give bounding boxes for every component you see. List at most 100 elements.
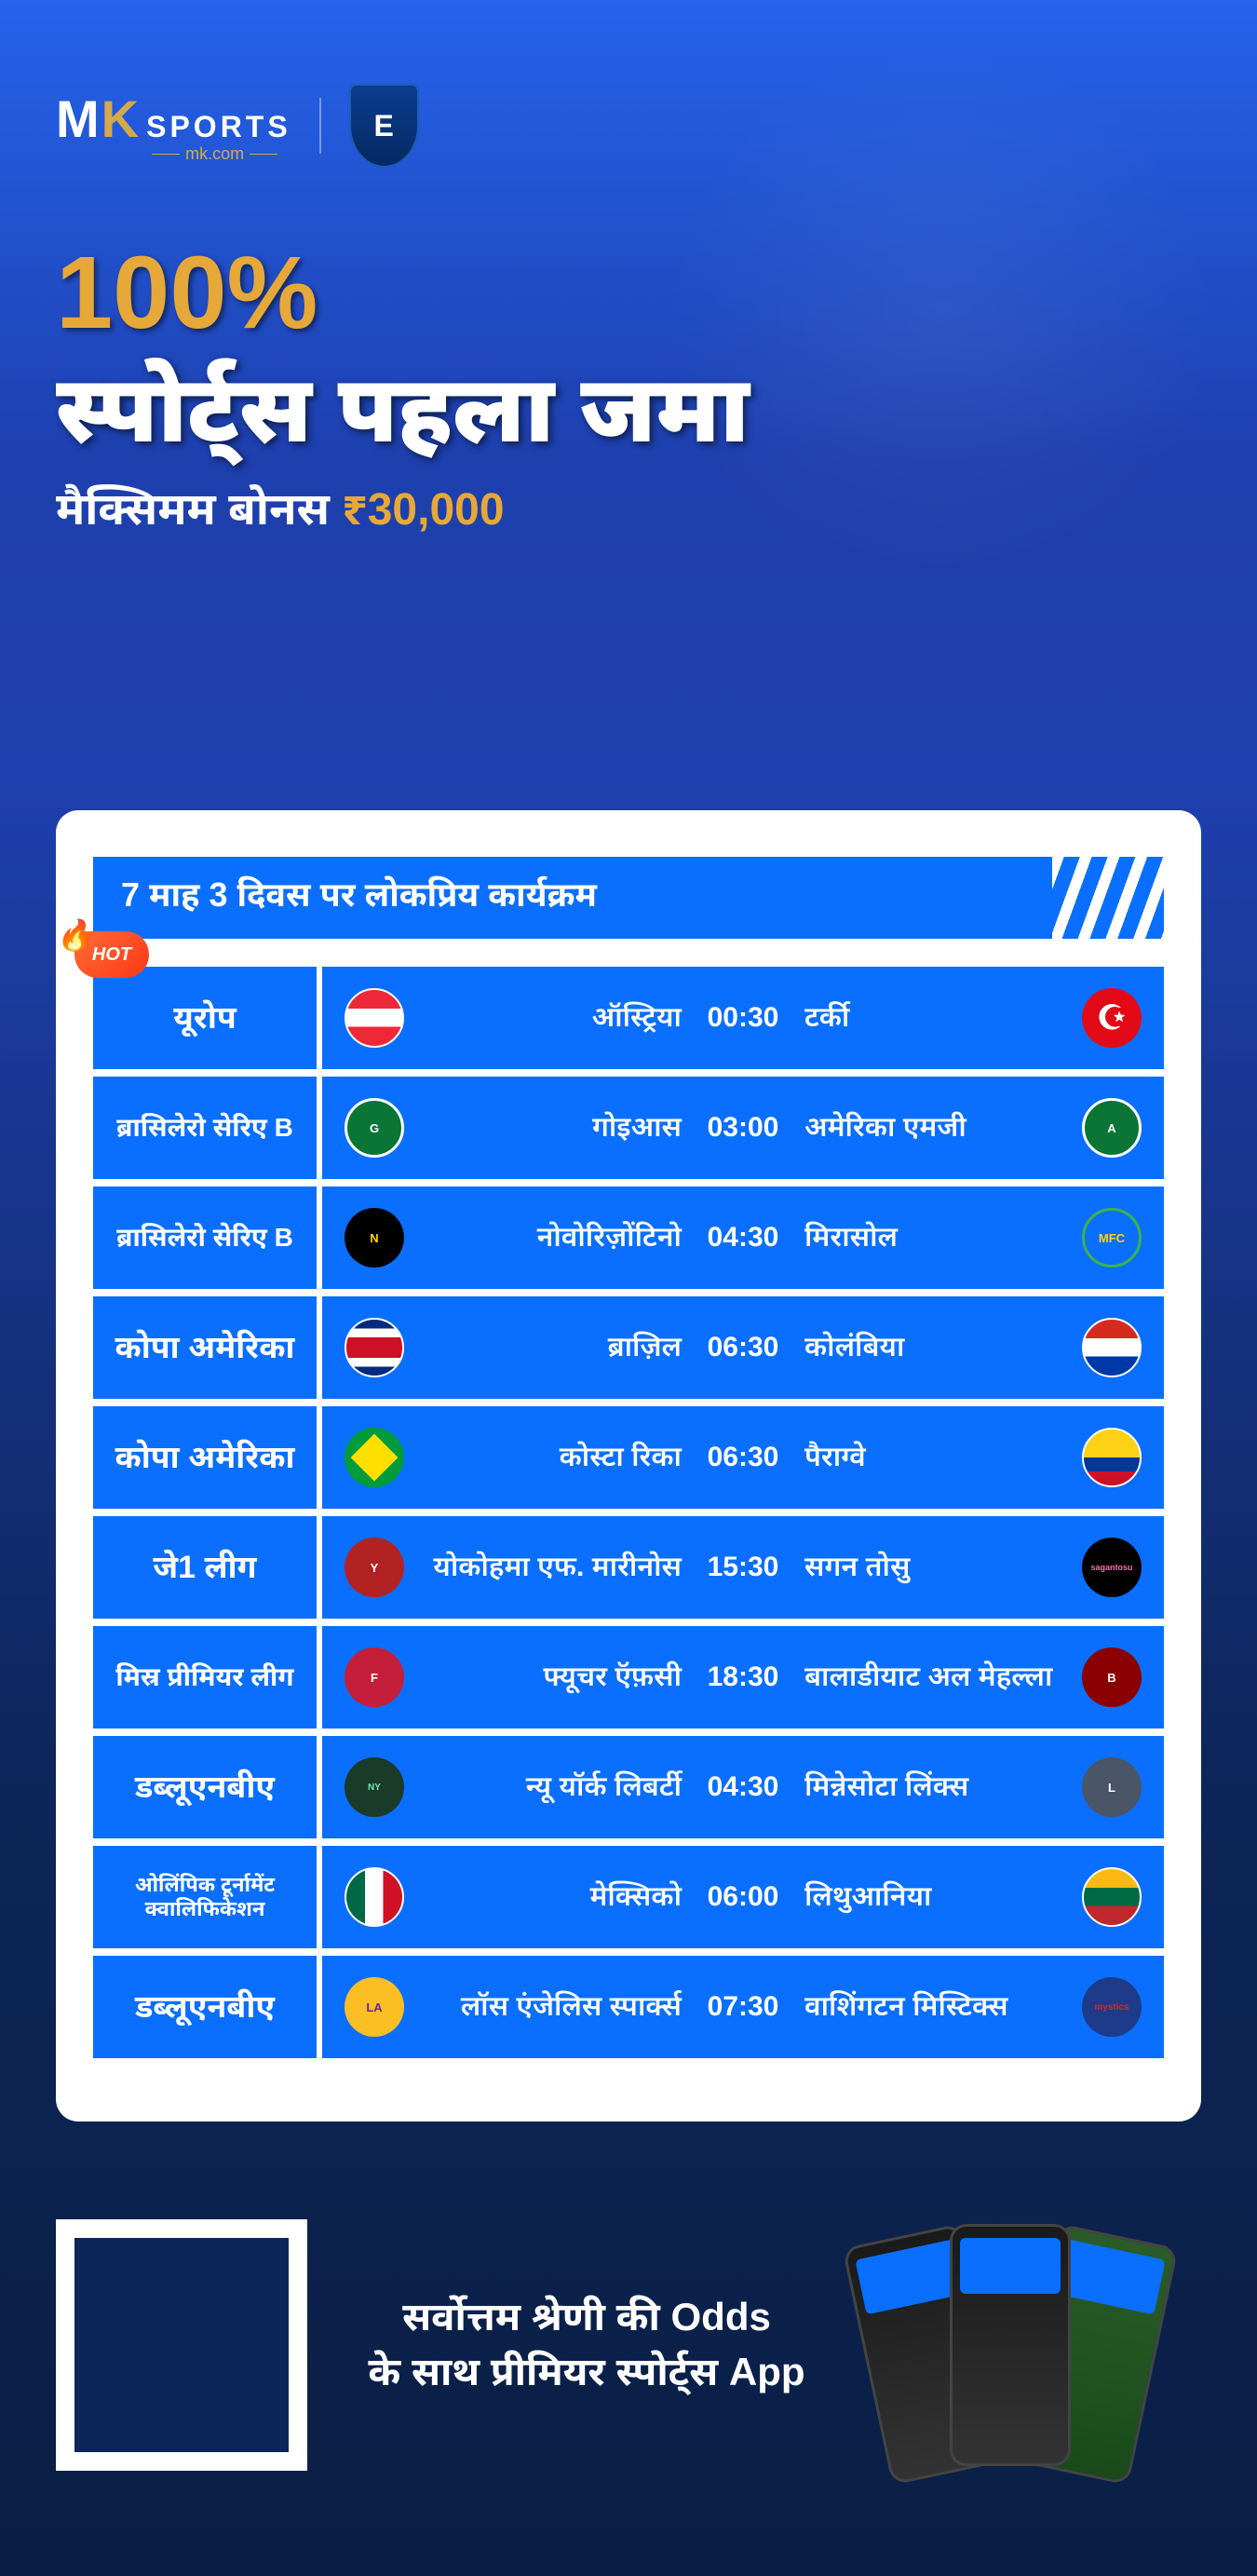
match-row[interactable]: ब्रासिलेरो सेरिए B N नोवोरिज़ोंटिनो 04:3… <box>93 1186 1164 1289</box>
match-time: 03:00 <box>696 1112 790 1144</box>
match-time: 04:30 <box>696 1222 790 1254</box>
league-name: कोपा अमेरिका <box>93 1296 317 1399</box>
away-team-name: कोलंबिया <box>804 1332 1067 1364</box>
home-team-logo <box>345 988 404 1048</box>
match-time: 06:30 <box>696 1442 790 1473</box>
home-team-logo <box>345 1428 404 1487</box>
home-team-logo <box>345 1318 404 1377</box>
match-row[interactable]: जे1 लीग Y योकोहमा एफ. मारीनोस 15:30 सगन … <box>93 1516 1164 1619</box>
away-team-logo <box>1082 988 1142 1048</box>
match-details[interactable]: G गोइआस 03:00 अमेरिका एमजी A <box>322 1077 1164 1179</box>
home-team-name: योकोहमा एफ. मारीनोस <box>419 1552 682 1584</box>
match-details[interactable]: NY न्यू यॉर्क लिबर्टी 04:30 मिन्नेसोटा ल… <box>322 1736 1164 1838</box>
qr-code[interactable] <box>56 2219 307 2471</box>
match-time: 18:30 <box>696 1661 790 1693</box>
mk-sports-logo[interactable]: MK SPORTS mk.com <box>56 88 291 164</box>
match-row[interactable]: ब्रासिलेरो सेरिए B G गोइआस 03:00 अमेरिका… <box>93 1077 1164 1179</box>
away-team-name: वाशिंगटन मिस्टिक्स <box>804 1991 1067 2024</box>
away-team-logo: L <box>1082 1757 1142 1817</box>
match-time: 06:30 <box>696 1332 790 1363</box>
match-details[interactable]: मेक्सिको 06:00 लिथुआनिया <box>322 1846 1164 1948</box>
home-team-logo: LA <box>345 1977 404 2037</box>
away-team-logo <box>1082 1318 1142 1377</box>
matches-list: यूरोप ऑस्ट्रिया 00:30 टर्की ब्रासिलेरो स… <box>93 967 1164 2058</box>
footer-section: सर्वोत्तम श्रेणी की Odds के साथ प्रीमियर… <box>56 2215 1201 2569</box>
league-name: मिस्र प्रीमियर लीग <box>93 1626 317 1729</box>
match-details[interactable]: N नोवोरिज़ोंटिनो 04:30 मिरासोल MFC <box>322 1186 1164 1289</box>
match-row[interactable]: कोपा अमेरिका कोस्टा रिका 06:30 पैराग्वे <box>93 1406 1164 1509</box>
match-details[interactable]: कोस्टा रिका 06:30 पैराग्वे <box>322 1406 1164 1509</box>
away-team-logo: mystics <box>1082 1977 1142 2037</box>
promo-sub-prefix: मैक्सिमम बोनस <box>56 485 342 535</box>
logo-m: M <box>56 89 101 148</box>
away-team-name: बालाडीयाट अल मेहल्ला <box>804 1661 1067 1694</box>
match-details[interactable]: Y योकोहमा एफ. मारीनोस 15:30 सगन तोसु sag… <box>322 1516 1164 1619</box>
home-team-name: मेक्सिको <box>419 1881 682 1914</box>
away-team-logo: MFC <box>1082 1208 1142 1268</box>
league-name: यूरोप <box>93 967 317 1069</box>
footer-line2: के साथ प्रीमियर स्पोर्ट्स App <box>363 2345 810 2400</box>
match-row[interactable]: मिस्र प्रीमियर लीग F फ्यूचर ऍफ़सी 18:30 … <box>93 1626 1164 1729</box>
league-name: डब्लूएनबीए <box>93 1736 317 1838</box>
away-team-name: सगन तोसु <box>804 1552 1067 1584</box>
app-preview-phones[interactable] <box>866 2215 1201 2475</box>
match-row[interactable]: डब्लूएनबीए NY न्यू यॉर्क लिबर्टी 04:30 म… <box>93 1736 1164 1838</box>
match-row[interactable]: ओलिंपिक टूर्नामेंट क्वालिफिकेशन मेक्सिको… <box>93 1846 1164 1948</box>
match-details[interactable]: ऑस्ट्रिया 00:30 टर्की <box>322 967 1164 1069</box>
home-team-logo: NY <box>345 1757 404 1817</box>
away-team-name: अमेरिका एमजी <box>804 1112 1067 1145</box>
match-time: 07:30 <box>696 1991 790 2023</box>
league-name: कोपा अमेरिका <box>93 1406 317 1509</box>
match-details[interactable]: LA लॉस एंजेलिस स्पार्क्स 07:30 वाशिंगटन … <box>322 1956 1164 2058</box>
logo-site-text: mk.com <box>146 144 291 164</box>
promo-amount: ₹30,000 <box>342 485 504 535</box>
home-team-name: न्यू यॉर्क लिबर्टी <box>419 1771 682 1804</box>
match-time: 15:30 <box>696 1552 790 1583</box>
phone-mockup-2 <box>950 2224 1071 2466</box>
league-name: ब्रासिलेरो सेरिए B <box>93 1077 317 1179</box>
match-details[interactable]: ब्राज़िल 06:30 कोलंबिया <box>322 1296 1164 1399</box>
away-team-logo: A <box>1082 1098 1142 1158</box>
match-time: 00:30 <box>696 1002 790 1034</box>
match-row[interactable]: डब्लूएनबीए LA लॉस एंजेलिस स्पार्क्स 07:3… <box>93 1956 1164 2058</box>
qr-inner <box>74 2238 289 2452</box>
home-team-logo: Y <box>345 1538 404 1597</box>
logo-k: K <box>101 89 141 148</box>
home-team-logo <box>345 1867 404 1927</box>
away-team-logo: sagantosu <box>1082 1538 1142 1597</box>
match-time: 04:30 <box>696 1771 790 1803</box>
away-team-logo: B <box>1082 1647 1142 1707</box>
match-row[interactable]: कोपा अमेरिका ब्राज़िल 06:30 कोलंबिया <box>93 1296 1164 1399</box>
match-row[interactable]: यूरोप ऑस्ट्रिया 00:30 टर्की <box>93 967 1164 1069</box>
home-team-name: ऑस्ट्रिया <box>419 1002 682 1035</box>
footer-line1: सर्वोत्तम श्रेणी की Odds <box>363 2290 810 2345</box>
schedule-header: 7 माह 3 दिवस पर लोकप्रिय कार्यक्रम <box>93 857 1164 939</box>
brand-divider <box>319 98 321 154</box>
home-team-logo: F <box>345 1647 404 1707</box>
match-time: 06:00 <box>696 1881 790 1913</box>
home-team-name: नोवोरिज़ोंटिनो <box>419 1222 682 1254</box>
league-name: डब्लूएनबीए <box>93 1956 317 2058</box>
home-team-logo: N <box>345 1208 404 1268</box>
footer-tagline: सर्वोत्तम श्रेणी की Odds के साथ प्रीमियर… <box>363 2290 810 2400</box>
schedule-card: 7 माह 3 दिवस पर लोकप्रिय कार्यक्रम HOT य… <box>56 810 1201 2122</box>
hot-badge: HOT <box>74 931 149 978</box>
away-team-name: पैराग्वे <box>804 1442 1067 1474</box>
home-team-name: ब्राज़िल <box>419 1332 682 1364</box>
home-team-name: गोइआस <box>419 1112 682 1145</box>
away-team-name: मिरासोल <box>804 1222 1067 1254</box>
league-name: जे1 लीग <box>93 1516 317 1619</box>
away-team-name: लिथुआनिया <box>804 1881 1067 1914</box>
away-team-logo <box>1082 1867 1142 1927</box>
hero-section: MK SPORTS mk.com E 100% स्पोर्ट्स पहला ज… <box>0 0 1257 764</box>
home-team-name: कोस्टा रिका <box>419 1442 682 1474</box>
home-team-name: लॉस एंजेलिस स्पार्क्स <box>419 1991 682 2024</box>
away-team-logo <box>1082 1428 1142 1487</box>
home-team-logo: G <box>345 1098 404 1158</box>
empoli-badge: E <box>349 84 419 168</box>
match-details[interactable]: F फ्यूचर ऍफ़सी 18:30 बालाडीयाट अल मेहल्ल… <box>322 1626 1164 1729</box>
league-name: ओलिंपिक टूर्नामेंट क्वालिफिकेशन <box>93 1846 317 1948</box>
league-name: ब्रासिलेरो सेरिए B <box>93 1186 317 1289</box>
home-team-name: फ्यूचर ऍफ़सी <box>419 1661 682 1694</box>
away-team-name: मिन्नेसोटा लिंक्स <box>804 1771 1067 1804</box>
